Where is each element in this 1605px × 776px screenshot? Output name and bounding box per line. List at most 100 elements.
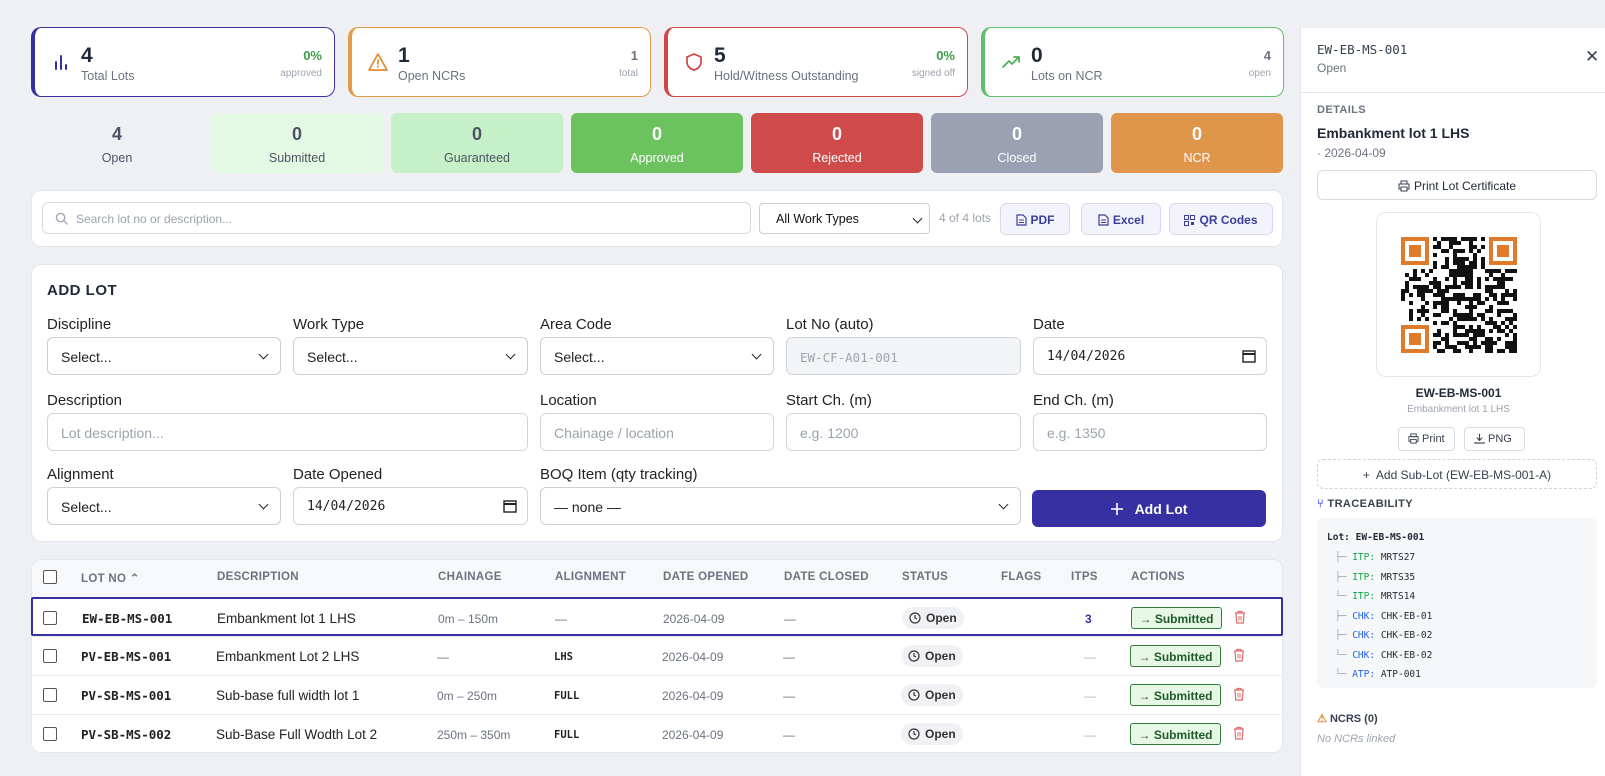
plus-icon: + bbox=[1362, 468, 1370, 482]
submit-lot-button[interactable]: → Submitted bbox=[1130, 645, 1221, 667]
stat-card-hold-witness[interactable]: 5 Hold/Witness Outstanding 0% signed off bbox=[664, 27, 968, 97]
stat-label: Hold/Witness Outstanding bbox=[714, 69, 859, 83]
select-all-checkbox[interactable] bbox=[43, 570, 57, 584]
column-header-alignment[interactable]: ALIGNMENT bbox=[555, 571, 627, 583]
lot-no-cell[interactable]: PV-SB-MS-001 bbox=[81, 688, 172, 703]
ncrs-heading: ⚠ NCRS (0) bbox=[1317, 712, 1378, 725]
warning-triangle-icon: ⚠ bbox=[1317, 713, 1327, 725]
date-opened-field[interactable]: 14/04/2026 bbox=[293, 487, 528, 525]
trace-branch: ├─ bbox=[1335, 610, 1347, 622]
trace-branch: ├─ bbox=[1335, 552, 1347, 563]
discipline-label: Discipline bbox=[47, 316, 112, 333]
column-header-chainage[interactable]: CHAINAGE bbox=[438, 571, 502, 583]
status-filter-ncr[interactable]: 0 NCR bbox=[1111, 113, 1283, 173]
description-label: Description bbox=[47, 392, 123, 409]
start-chainage-label: Start Ch. (m) bbox=[786, 392, 872, 409]
column-header-date-opened[interactable]: DATE OPENED bbox=[663, 571, 749, 583]
work-type-select[interactable]: Select... bbox=[293, 337, 528, 375]
trash-icon[interactable] bbox=[1233, 648, 1245, 662]
status-filter-guaranteed[interactable]: 0 Guaranteed bbox=[391, 113, 563, 173]
location-field[interactable]: Chainage / location bbox=[540, 413, 774, 451]
row-checkbox[interactable] bbox=[43, 727, 57, 741]
chevron-down-icon bbox=[912, 213, 923, 224]
stat-card-lots-on-ncr[interactable]: 0 Lots on NCR 4 open bbox=[981, 27, 1284, 97]
submit-lot-button[interactable]: → Submitted bbox=[1130, 684, 1221, 706]
trace-item: ├─ ITP: MRTS27 bbox=[1335, 552, 1415, 563]
boq-item-select[interactable]: — none — bbox=[540, 487, 1021, 525]
table-row[interactable]: PV-EB-MS-001 Embankment Lot 2 LHS — LHS … bbox=[31, 636, 1283, 675]
calendar-icon[interactable] bbox=[1242, 349, 1256, 363]
discipline-select[interactable]: Select... bbox=[47, 337, 281, 375]
stat-card-open-ncrs[interactable]: 1 Open NCRs 1 total bbox=[348, 27, 651, 97]
panel-lot-date: · 2026-04-09 bbox=[1317, 146, 1386, 160]
trash-icon[interactable] bbox=[1234, 610, 1246, 624]
status-filter-closed[interactable]: 0 Closed bbox=[931, 113, 1103, 173]
status-count: 0 bbox=[1191, 124, 1202, 144]
itps-count[interactable]: 3 bbox=[1085, 612, 1092, 626]
lot-no-cell[interactable]: PV-EB-MS-001 bbox=[81, 649, 172, 664]
close-icon[interactable]: ✕ bbox=[1585, 47, 1600, 66]
search-input[interactable]: Search lot no or description... bbox=[42, 202, 751, 234]
table-row[interactable]: PV-SB-MS-001 Sub-base full width lot 1 0… bbox=[31, 675, 1283, 714]
chevron-down-icon bbox=[751, 349, 762, 360]
column-header-flags[interactable]: FLAGS bbox=[1001, 571, 1042, 583]
alignment-label: Alignment bbox=[47, 466, 114, 483]
export-pdf-label: PDF bbox=[1030, 213, 1055, 227]
chevron-down-icon bbox=[258, 499, 269, 510]
trace-value: CHK-EB-02 bbox=[1380, 630, 1433, 641]
add-lot-button[interactable]: Add Lot bbox=[1032, 490, 1266, 527]
status-filter-open[interactable]: 4 Open bbox=[31, 113, 203, 173]
export-pdf-button[interactable]: PDF bbox=[1000, 203, 1070, 235]
status-label: Rejected bbox=[812, 151, 862, 165]
stat-card-total-lots[interactable]: 4 Total Lots 0% approved bbox=[31, 27, 335, 97]
row-checkbox[interactable] bbox=[43, 649, 57, 663]
lot-no-cell[interactable]: EW-EB-MS-001 bbox=[82, 611, 173, 626]
trace-root: Lot: EW-EB-MS-001 bbox=[1327, 532, 1424, 543]
area-code-select[interactable]: Select... bbox=[540, 337, 774, 375]
lot-no-cell[interactable]: PV-SB-MS-002 bbox=[81, 727, 172, 742]
trace-item: └─ CHK: CHK-EB-02 bbox=[1335, 650, 1432, 661]
column-header-label: LOT NO bbox=[81, 573, 127, 585]
table-row[interactable]: PV-SB-MS-002 Sub-Base Full Wodth Lot 2 2… bbox=[31, 714, 1283, 753]
status-filter-approved[interactable]: 0 Approved bbox=[571, 113, 743, 173]
start-chainage-field[interactable]: e.g. 1200 bbox=[786, 413, 1021, 451]
column-header-description[interactable]: DESCRIPTION bbox=[217, 571, 299, 583]
stat-right-value: 1 bbox=[630, 48, 638, 63]
work-type-filter-select[interactable]: All Work Types bbox=[759, 203, 930, 234]
print-lot-certificate-button[interactable]: Print Lot Certificate bbox=[1317, 170, 1597, 200]
stat-label: Total Lots bbox=[81, 69, 135, 83]
lots-table bbox=[31, 559, 1283, 753]
submit-lot-button[interactable]: → Submitted bbox=[1130, 723, 1221, 745]
date-field[interactable]: 14/04/2026 bbox=[1033, 337, 1267, 375]
location-label: Location bbox=[540, 392, 597, 409]
qr-codes-label: QR Codes bbox=[1199, 213, 1258, 227]
description-field[interactable]: Lot description... bbox=[47, 413, 528, 451]
trash-icon[interactable] bbox=[1233, 687, 1245, 701]
calendar-icon[interactable] bbox=[503, 499, 517, 513]
submit-lot-button[interactable]: → Submitted bbox=[1131, 607, 1222, 629]
export-excel-button[interactable]: Excel bbox=[1081, 203, 1161, 235]
trash-icon[interactable] bbox=[1233, 726, 1245, 740]
trace-key: ITP: bbox=[1352, 591, 1376, 602]
column-header-date-closed[interactable]: DATE CLOSED bbox=[784, 571, 869, 583]
row-checkbox[interactable] bbox=[43, 688, 57, 702]
qr-codes-button[interactable]: QR Codes bbox=[1169, 203, 1273, 235]
download-png-button[interactable]: PNG bbox=[1464, 427, 1525, 451]
column-header-status[interactable]: STATUS bbox=[902, 571, 949, 583]
sort-asc-icon: ⌃ bbox=[129, 573, 140, 585]
table-row[interactable]: EW-EB-MS-001 Embankment lot 1 LHS 0m – 1… bbox=[31, 597, 1283, 636]
stat-right-value: 0% bbox=[936, 48, 955, 63]
end-chainage-field[interactable]: e.g. 1350 bbox=[1033, 413, 1267, 451]
date-opened-cell: 2026-04-09 bbox=[662, 689, 724, 703]
alignment-select[interactable]: Select... bbox=[47, 487, 281, 525]
status-filter-submitted[interactable]: 0 Submitted bbox=[211, 113, 383, 173]
add-sub-lot-button[interactable]: + Add Sub-Lot (EW-EB-MS-001-A) bbox=[1317, 459, 1597, 489]
column-header-lot-no[interactable]: LOT NO ⌃ bbox=[81, 571, 140, 585]
status-filter-rejected[interactable]: 0 Rejected bbox=[751, 113, 923, 173]
itps-count: — bbox=[1084, 650, 1096, 664]
discipline-value: Select... bbox=[61, 349, 112, 365]
row-checkbox[interactable] bbox=[43, 611, 57, 625]
print-qr-button[interactable]: Print bbox=[1398, 427, 1455, 451]
itps-count: — bbox=[1084, 689, 1096, 703]
column-header-itps[interactable]: ITPS bbox=[1071, 571, 1098, 583]
